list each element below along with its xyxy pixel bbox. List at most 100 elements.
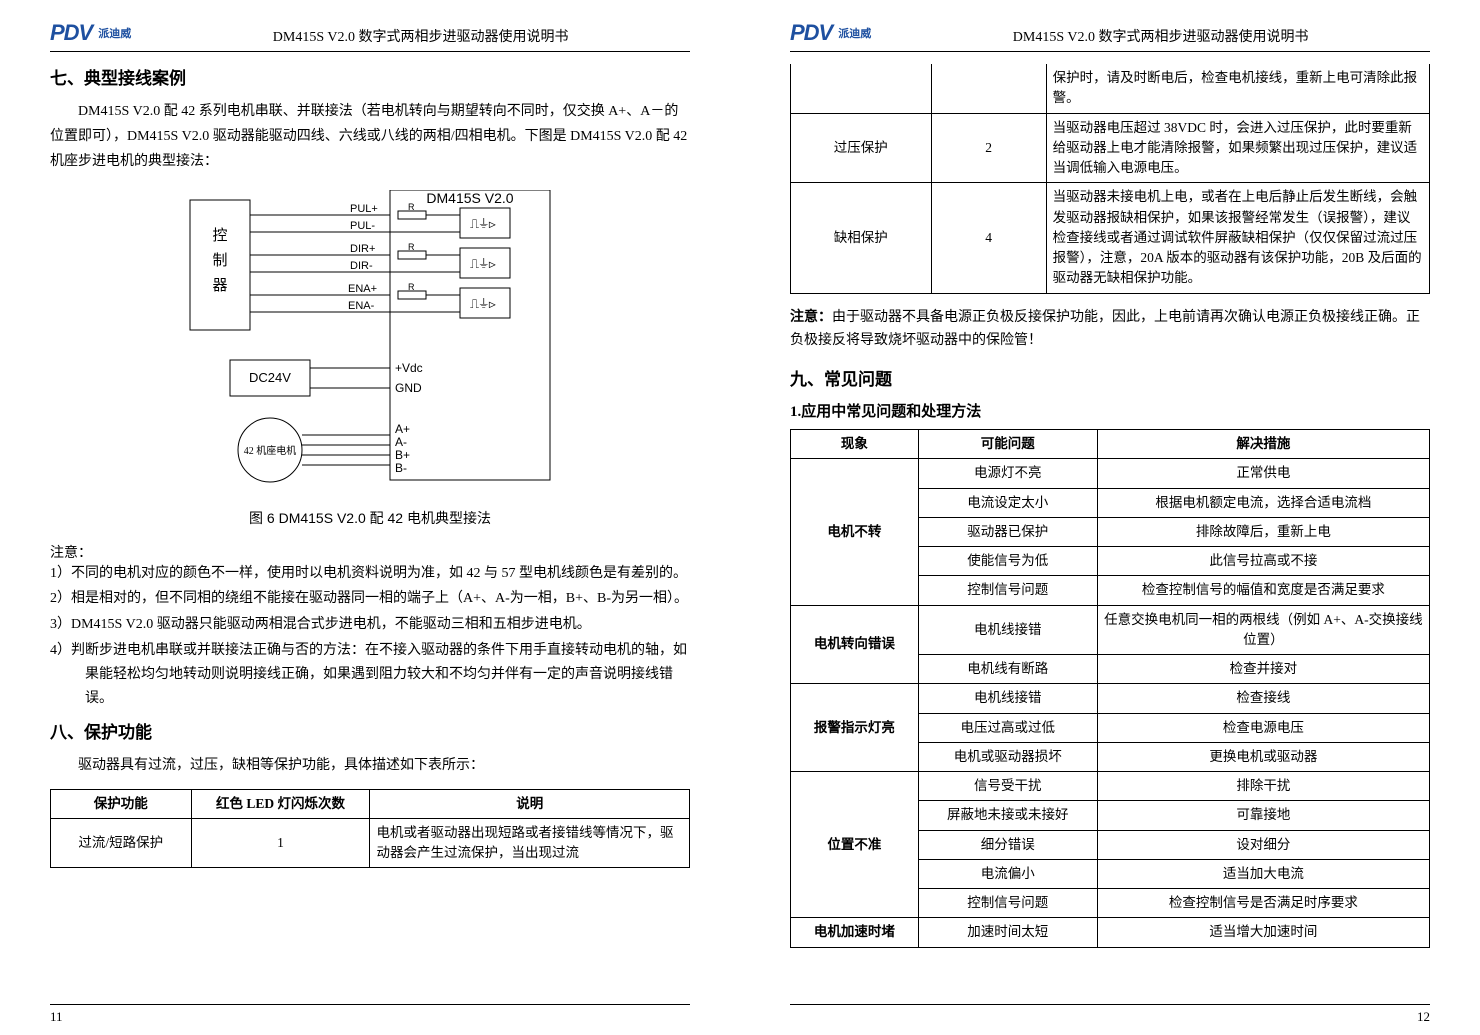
wiring-diagram: 控 制 器 DM415S V2.0 PUL+ R PUL- ⎍⏚⊳ DIR+ xyxy=(170,190,570,500)
faq-solution: 检查电源电压 xyxy=(1097,713,1429,742)
page-right: PDV 派迪威 DM415S V2.0 数字式两相步进驱动器使用说明书 保护时，… xyxy=(740,0,1480,1035)
faq-problem: 电源灯不亮 xyxy=(918,459,1097,488)
faq-solution: 适当加大电流 xyxy=(1097,859,1429,888)
faq-solution: 可靠接地 xyxy=(1097,801,1429,830)
td xyxy=(931,64,1046,113)
note-item: 2）相是相对的，但不同相的绕组不能接在驱动器同一相的端子上（A+、A-为一相，B… xyxy=(50,587,690,611)
th: 红色 LED 灯闪烁次数 xyxy=(191,789,370,818)
svg-text:DC24V: DC24V xyxy=(249,370,291,385)
th: 现象 xyxy=(791,430,919,459)
th: 说明 xyxy=(370,789,690,818)
svg-text:A+: A+ xyxy=(395,422,410,436)
faq-solution: 检查接线 xyxy=(1097,684,1429,713)
doc-title: DM415S V2.0 数字式两相步进驱动器使用说明书 xyxy=(1013,26,1309,46)
section-8-title: 八、保护功能 xyxy=(50,718,690,743)
notes-list: 1）不同的电机对应的颜色不一样，使用时以电机资料说明为准，如 42 与 57 型… xyxy=(50,562,690,711)
faq-category: 报警指示灯亮 xyxy=(791,684,919,772)
svg-text:+Vdc: +Vdc xyxy=(395,361,423,375)
td: 当驱动器未接电机上电，或者在上电后静止后发生断线，会触发驱动器报缺相保护，如果该… xyxy=(1046,183,1429,293)
faq-problem: 控制信号问题 xyxy=(918,889,1097,918)
td: 过流/短路保护 xyxy=(51,818,192,868)
faq-problem: 电流偏小 xyxy=(918,859,1097,888)
faq-solution: 适当增大加速时间 xyxy=(1097,918,1429,947)
faq-solution: 检查控制信号的幅值和宽度是否满足要求 xyxy=(1097,576,1429,605)
note-bold: 注意： xyxy=(790,310,832,325)
note-body: 由于驱动器不具备电源正负极反接保护功能，因此，上电前请再次确认电源正负极接线正确… xyxy=(790,310,1420,349)
svg-text:DM415S V2.0: DM415S V2.0 xyxy=(426,190,513,206)
page-number: 11 xyxy=(50,1009,63,1024)
svg-text:ENA-: ENA- xyxy=(348,300,375,312)
footer-left: 11 xyxy=(50,1004,690,1025)
faq-problem: 驱动器已保护 xyxy=(918,517,1097,546)
faq-problem: 电机线有断路 xyxy=(918,655,1097,684)
td: 4 xyxy=(931,183,1046,293)
td: 当驱动器电压超过 38VDC 时，会进入过压保护，此时要重新给驱动器上电才能清除… xyxy=(1046,113,1429,183)
faq-category: 位置不准 xyxy=(791,772,919,918)
faq-problem: 电压过高或过低 xyxy=(918,713,1097,742)
faq-solution: 根据电机额定电流，选择合适电流档 xyxy=(1097,488,1429,517)
logo-brand: PDV xyxy=(50,20,92,46)
logo-brand: PDV xyxy=(790,20,832,46)
svg-text:42 机座电机: 42 机座电机 xyxy=(244,444,297,457)
svg-text:ENA+: ENA+ xyxy=(348,283,377,295)
diagram-caption: 图 6 DM415S V2.0 配 42 电机典型接法 xyxy=(50,508,690,528)
note-item: 3）DM415S V2.0 驱动器只能驱动两相混合式步进电机，不能驱动三相和五相… xyxy=(50,613,690,637)
note-item: 1）不同的电机对应的颜色不一样，使用时以电机资料说明为准，如 42 与 57 型… xyxy=(50,562,690,586)
svg-text:⎍⏚⊳: ⎍⏚⊳ xyxy=(470,296,496,311)
logo-sub: 派迪威 xyxy=(98,25,131,41)
td: 缺相保护 xyxy=(791,183,932,293)
svg-text:DIR+: DIR+ xyxy=(350,243,375,255)
svg-text:PUL+: PUL+ xyxy=(350,203,378,215)
td: 电机或者驱动器出现短路或者接错线等情况下，驱动器会产生过流保护，当出现过流 xyxy=(370,818,690,868)
svg-text:DIR-: DIR- xyxy=(350,260,373,272)
protection-table: 保护功能 红色 LED 灯闪烁次数 说明 过流/短路保护 1 电机或者驱动器出现… xyxy=(50,789,690,869)
faq-category: 电机加速时堵 xyxy=(791,918,919,947)
section-9-title: 九、常见问题 xyxy=(790,365,1430,390)
th: 保护功能 xyxy=(51,789,192,818)
svg-text:GND: GND xyxy=(395,381,422,395)
svg-text:⎍⏚⊳: ⎍⏚⊳ xyxy=(470,256,496,271)
svg-text:制: 制 xyxy=(212,252,227,269)
faq-problem: 电机或驱动器损坏 xyxy=(918,742,1097,771)
td: 2 xyxy=(931,113,1046,183)
td: 过压保护 xyxy=(791,113,932,183)
faq-problem: 加速时间太短 xyxy=(918,918,1097,947)
polarity-note: 注意：由于驱动器不具备电源正负极反接保护功能，因此，上电前请再次确认电源正负极接… xyxy=(790,306,1430,354)
faq-solution: 任意交换电机同一相的两根线（例如 A+、A-交换接线位置） xyxy=(1097,605,1429,655)
faq-category: 电机不转 xyxy=(791,459,919,605)
faq-solution: 检查控制信号是否满足时序要求 xyxy=(1097,889,1429,918)
svg-text:控: 控 xyxy=(212,227,227,244)
faq-solution: 检查并接对 xyxy=(1097,655,1429,684)
th: 解决措施 xyxy=(1097,430,1429,459)
note-item: 4）判断步进电机串联或并联接法正确与否的方法：在不接入驱动器的条件下用手直接转动… xyxy=(50,639,690,710)
section-8-intro: 驱动器具有过流，过压，缺相等保护功能，具体描述如下表所示： xyxy=(50,753,690,778)
faq-problem: 电流设定太小 xyxy=(918,488,1097,517)
header-left: PDV 派迪威 DM415S V2.0 数字式两相步进驱动器使用说明书 xyxy=(50,20,690,52)
logo: PDV 派迪威 xyxy=(790,20,871,46)
faq-problem: 电机线接错 xyxy=(918,684,1097,713)
protection-table-cont: 保护时，请及时断电后，检查电机接线，重新上电可清除此报警。 过压保护 2 当驱动… xyxy=(790,64,1430,294)
svg-text:R: R xyxy=(408,282,415,292)
svg-text:PUL-: PUL- xyxy=(350,220,375,232)
page-left: PDV 派迪威 DM415S V2.0 数字式两相步进驱动器使用说明书 七、典型… xyxy=(0,0,740,1035)
faq-solution: 此信号拉高或不接 xyxy=(1097,547,1429,576)
svg-text:A-: A- xyxy=(395,435,407,449)
svg-text:R: R xyxy=(408,242,415,252)
sub-heading: 1.应用中常见问题和处理方法 xyxy=(790,400,1430,421)
logo: PDV 派迪威 xyxy=(50,20,131,46)
svg-text:B+: B+ xyxy=(395,448,410,462)
section-7-title: 七、典型接线案例 xyxy=(50,64,690,89)
svg-text:⎍⏚⊳: ⎍⏚⊳ xyxy=(470,216,496,231)
faq-category: 电机转向错误 xyxy=(791,605,919,684)
svg-text:B-: B- xyxy=(395,461,407,475)
th: 可能问题 xyxy=(918,430,1097,459)
footer-right: 12 xyxy=(790,1004,1430,1025)
doc-title: DM415S V2.0 数字式两相步进驱动器使用说明书 xyxy=(273,26,569,46)
faq-problem: 信号受干扰 xyxy=(918,772,1097,801)
faq-problem: 细分错误 xyxy=(918,830,1097,859)
faq-table: 现象 可能问题 解决措施 电机不转电源灯不亮正常供电电流设定太小根据电机额定电流… xyxy=(790,429,1430,948)
faq-problem: 使能信号为低 xyxy=(918,547,1097,576)
faq-problem: 屏蔽地未接或未接好 xyxy=(918,801,1097,830)
svg-text:R: R xyxy=(408,202,415,212)
faq-problem: 电机线接错 xyxy=(918,605,1097,655)
